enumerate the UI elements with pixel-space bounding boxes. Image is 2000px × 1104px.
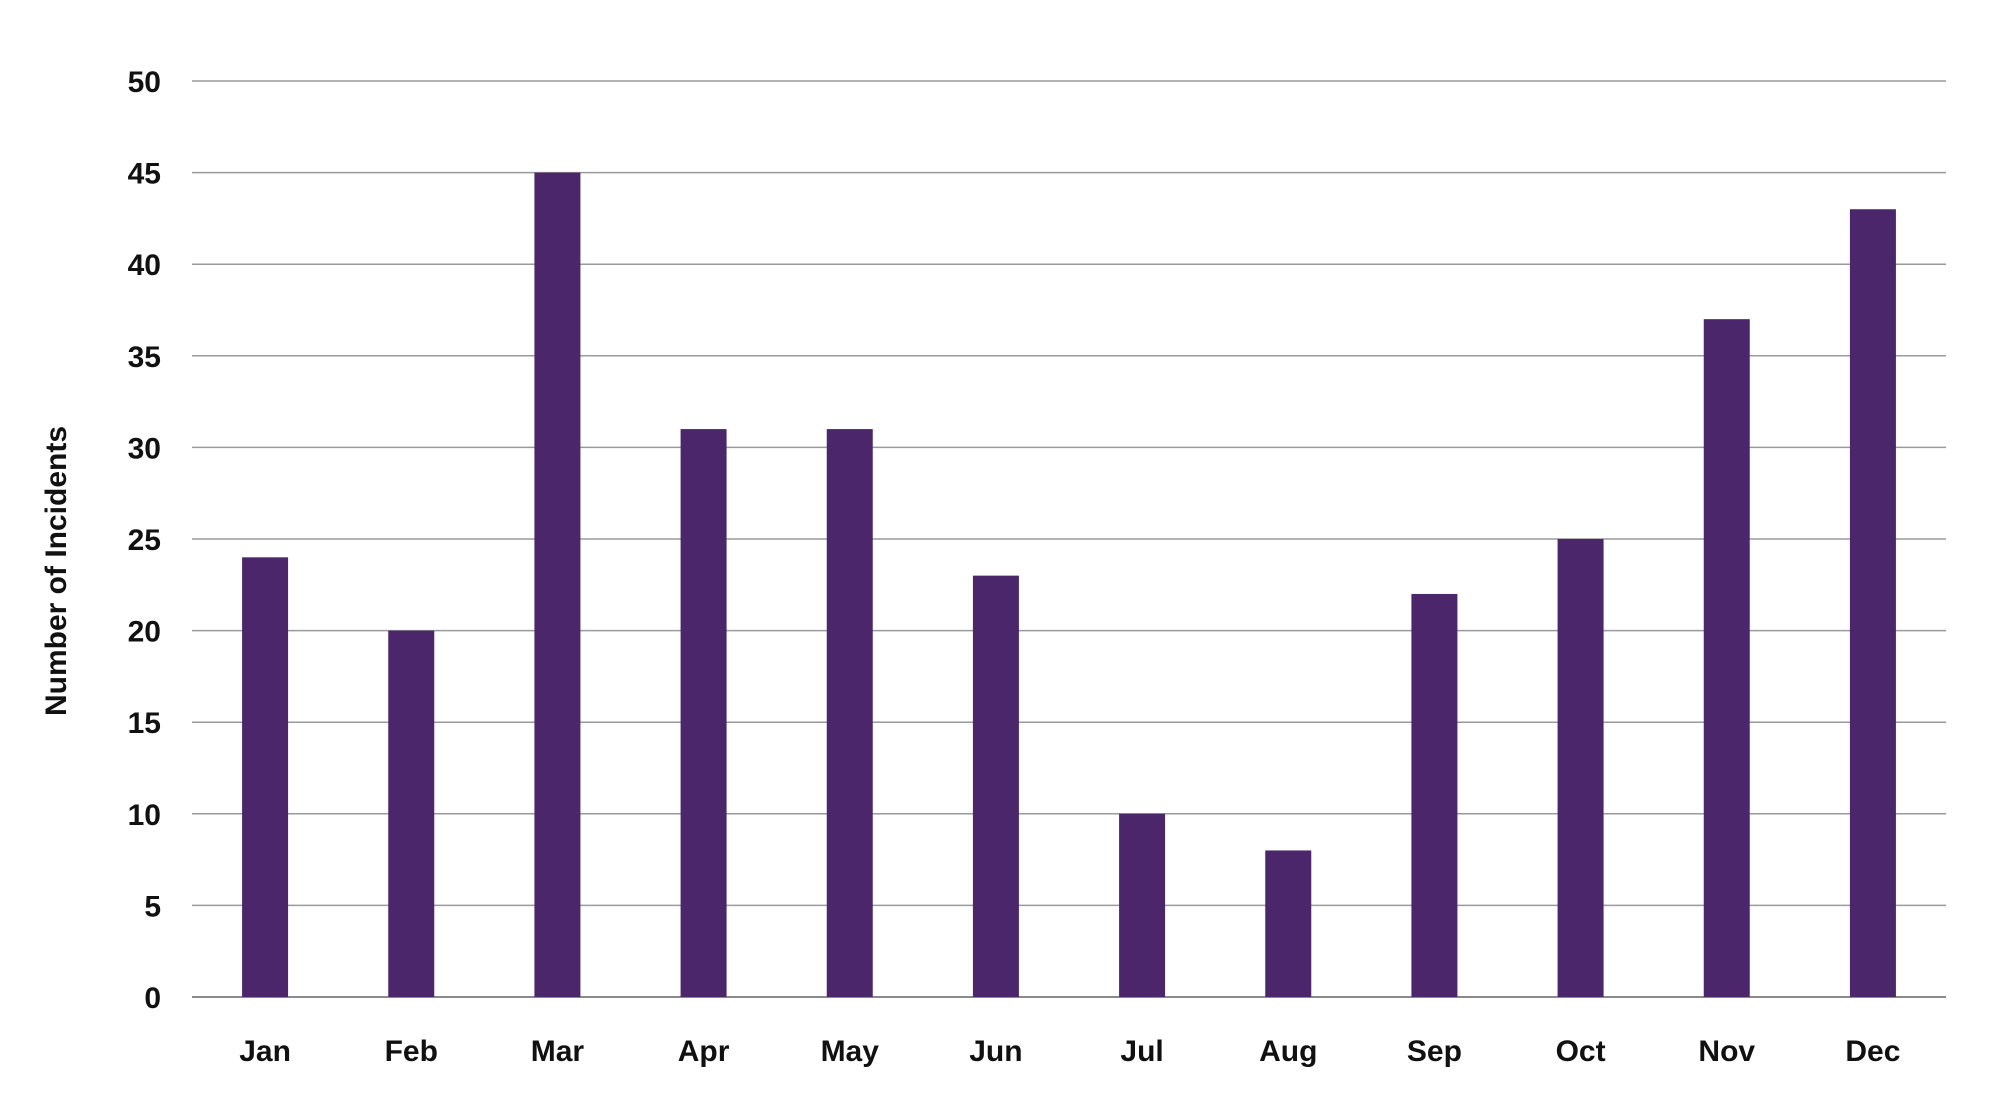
- bar-aug: [1265, 850, 1312, 997]
- y-axis-title: Number of Incidents: [40, 426, 73, 716]
- bar-may: [826, 429, 873, 998]
- y-tick-label: 5: [144, 890, 161, 923]
- bar-dec: [1849, 209, 1896, 998]
- x-tick-label: Nov: [1698, 1035, 1755, 1068]
- x-tick-label: May: [821, 1035, 880, 1068]
- bar-jul: [1119, 813, 1166, 997]
- y-axis-tick-labels: 0 5 10 15 20 25 30 35 40 45 50: [128, 66, 161, 1015]
- y-tick-label: 20: [128, 616, 161, 649]
- x-tick-label: Feb: [385, 1035, 438, 1068]
- bar-apr: [680, 429, 727, 998]
- x-axis-tick-labels: Jan Feb Mar Apr May Jun Jul Aug Sep Oct Nov Dec: [239, 1035, 1900, 1068]
- bar-sep: [1411, 593, 1458, 997]
- bar-nov: [1703, 319, 1750, 997]
- x-tick-label: Oct: [1556, 1035, 1606, 1068]
- y-tick-label: 30: [128, 432, 161, 465]
- x-tick-label: Aug: [1259, 1035, 1317, 1068]
- y-tick-label: 40: [128, 249, 161, 282]
- y-tick-label: 0: [144, 982, 161, 1015]
- gridlines: [192, 80, 1946, 998]
- y-tick-label: 45: [128, 158, 161, 191]
- x-tick-label: Sep: [1407, 1035, 1462, 1068]
- x-tick-label: Jul: [1120, 1035, 1163, 1068]
- x-tick-label: Jan: [239, 1035, 291, 1068]
- y-tick-label: 35: [128, 341, 161, 374]
- x-tick-label: Mar: [531, 1035, 585, 1068]
- bar-jun: [972, 575, 1019, 997]
- bar-mar: [534, 172, 581, 998]
- bar-jan: [242, 557, 289, 997]
- x-tick-label: Apr: [678, 1035, 730, 1068]
- bar-oct: [1557, 539, 1604, 997]
- x-tick-label: Dec: [1845, 1035, 1900, 1068]
- bar-feb: [388, 630, 435, 997]
- x-tick-label: Jun: [969, 1035, 1022, 1068]
- y-tick-label: 15: [128, 707, 161, 740]
- y-tick-label: 25: [128, 524, 161, 557]
- bars: [242, 172, 1896, 998]
- y-tick-label: 10: [128, 799, 161, 832]
- y-tick-label: 50: [128, 66, 161, 99]
